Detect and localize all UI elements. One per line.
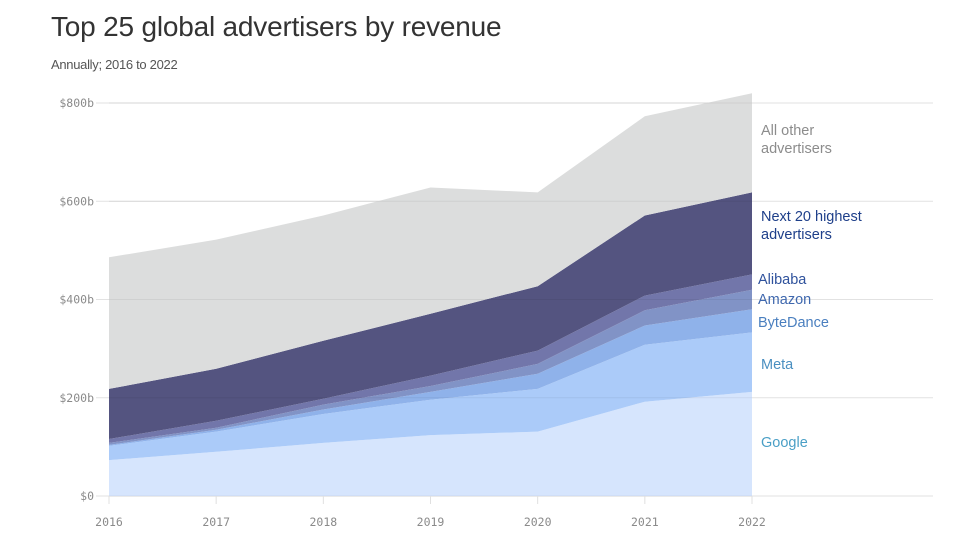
x-tick-label: 2021: [631, 515, 659, 529]
series-label-google: Google: [761, 435, 808, 451]
x-tick-label: 2022: [738, 515, 766, 529]
area-bytedance: [109, 309, 752, 446]
series-labels: Google Meta ByteDance Amazon Alibaba Next 20 …: [758, 123, 862, 451]
area-meta: [109, 332, 752, 461]
series-label-next-20-highest-advertisers: Next 20 highest: [761, 209, 862, 225]
y-axis: $0 $200b $400b $600b $800b: [59, 96, 94, 503]
y-tick-label: $400b: [59, 293, 94, 307]
series-label-next-20-highest-advertisers: advertisers: [761, 227, 832, 243]
series-label-meta: Meta: [761, 357, 794, 373]
x-tick-label: 2018: [309, 515, 337, 529]
area-amazon: [109, 289, 752, 445]
x-tick-label: 2016: [95, 515, 123, 529]
x-tick-label: 2017: [202, 515, 230, 529]
series-label-all-other-advertisers: All other: [761, 123, 814, 139]
area-layers: [109, 93, 752, 496]
y-tick-label: $600b: [59, 194, 94, 208]
area-next-20-highest-advertisers: [109, 192, 752, 439]
x-tick-label: 2019: [417, 515, 445, 529]
y-tick-label: $800b: [59, 96, 94, 110]
area-alibaba: [109, 274, 752, 443]
series-label-bytedance: ByteDance: [758, 315, 829, 331]
series-label-alibaba: Alibaba: [758, 272, 807, 288]
series-label-amazon: Amazon: [758, 292, 811, 308]
area-google: [109, 391, 752, 496]
chart-title: Top 25 global advertisers by revenue: [51, 11, 502, 42]
series-label-all-other-advertisers: advertisers: [761, 141, 832, 157]
x-axis: 2016 2017 2018 2019 2020 2021 2022: [95, 496, 766, 529]
y-tick-label: $200b: [59, 391, 94, 405]
y-tick-label: $0: [80, 489, 94, 503]
area-all-other-advertisers: [109, 93, 752, 389]
chart-subtitle: Annually; 2016 to 2022: [51, 57, 178, 72]
x-tick-label: 2020: [524, 515, 552, 529]
